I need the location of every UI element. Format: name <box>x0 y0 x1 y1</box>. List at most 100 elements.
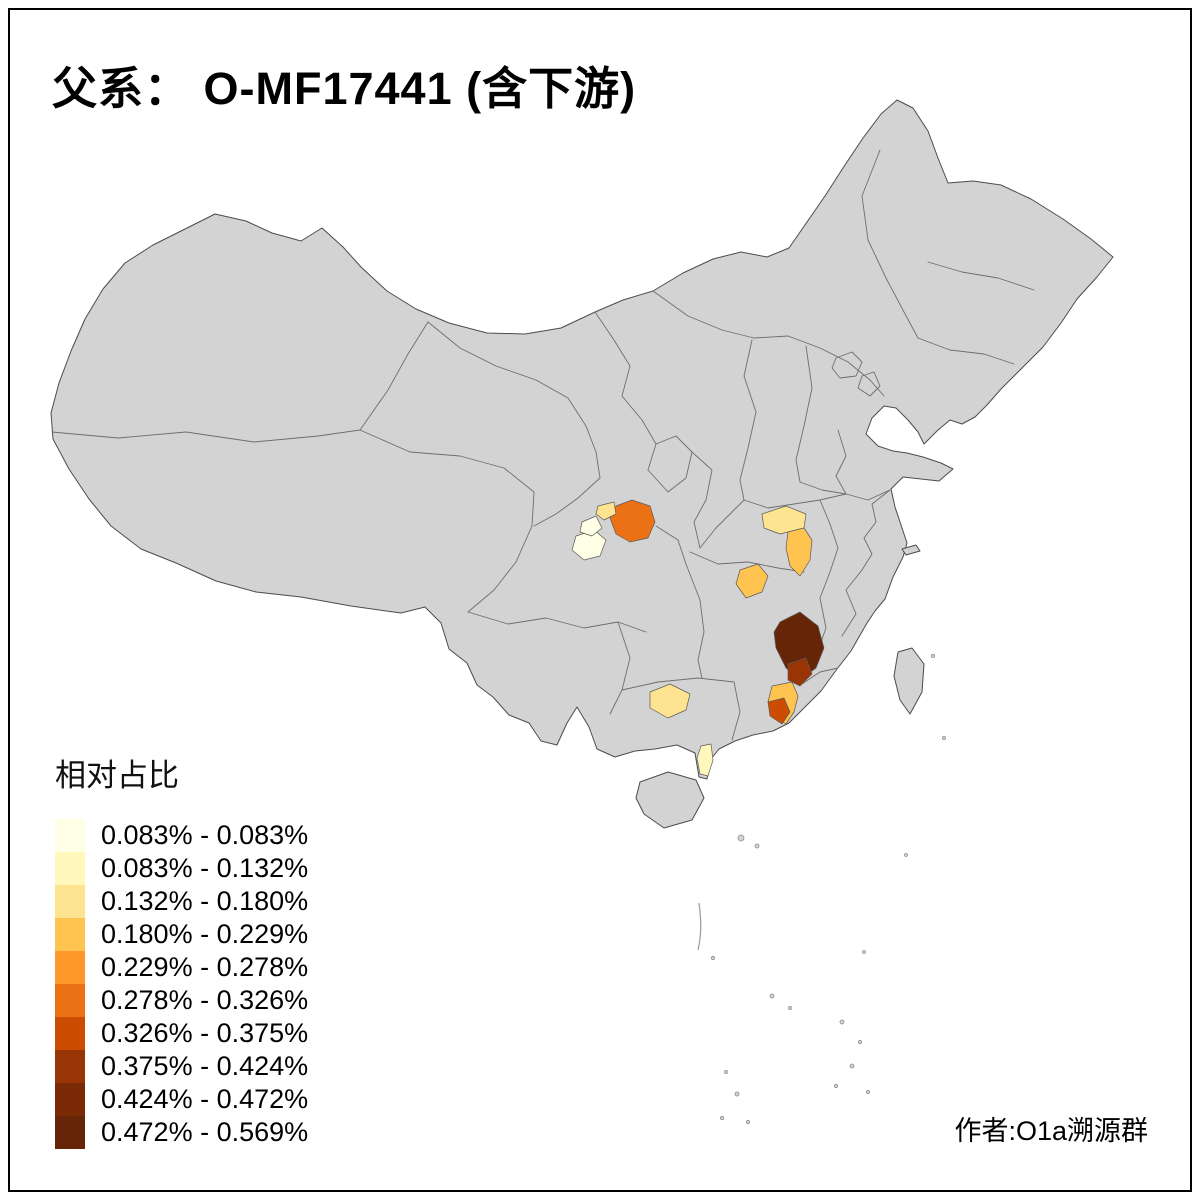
province-border-line <box>697 599 705 679</box>
province-border-line <box>609 621 631 715</box>
islet <box>710 955 716 961</box>
islet <box>862 950 866 954</box>
province-border-line <box>835 429 891 501</box>
legend-label: 0.083% - 0.083% <box>101 820 309 850</box>
islet <box>849 1063 855 1069</box>
legend-swatch <box>55 1083 85 1116</box>
province-border-line <box>621 677 735 691</box>
province-border-line <box>795 345 813 483</box>
province-border-line <box>647 435 693 493</box>
legend-swatch-color <box>55 1116 85 1149</box>
islet <box>724 1070 729 1075</box>
legend-row: 0.278% - 0.326% <box>55 984 308 1017</box>
legend-swatch <box>55 1050 85 1083</box>
legend-row: 0.424% - 0.472% <box>55 1083 308 1116</box>
taiwan-island-shape <box>893 647 925 715</box>
highlight-region <box>579 515 603 537</box>
province-border-line <box>359 321 429 431</box>
attribution-text: 作者:O1a溯源群 <box>954 1116 1148 1146</box>
legend-row: 0.375% - 0.424% <box>55 1050 308 1083</box>
highlight-region <box>735 563 769 599</box>
legend-swatch-color <box>55 819 85 852</box>
legend-label: 0.472% - 0.569% <box>101 1117 309 1147</box>
islet <box>746 1120 751 1125</box>
mainland-china-shape <box>50 99 1114 780</box>
province-border-line <box>691 451 713 549</box>
legend-swatch-color <box>55 1050 85 1083</box>
highlight-region <box>767 697 791 725</box>
legend-swatch <box>55 1116 85 1149</box>
legend-label: 0.132% - 0.180% <box>101 886 309 916</box>
province-border-line <box>743 493 847 509</box>
islet <box>734 1091 740 1097</box>
province-borders-group <box>51 149 1035 741</box>
mainland-group <box>50 99 1114 829</box>
legend: 相对占比 0.083% - 0.083% 0.083% - 0.132% 0.1… <box>55 750 308 1149</box>
highlight-region <box>595 501 617 521</box>
highlight-region <box>696 743 714 777</box>
legend-swatch-color <box>55 852 85 885</box>
hainan-island-shape <box>635 771 705 829</box>
highlight-region <box>785 527 813 577</box>
legend-row: 0.180% - 0.229% <box>55 918 308 951</box>
province-border-line <box>699 499 745 549</box>
legend-swatch-color <box>55 885 85 918</box>
legend-row: 0.326% - 0.375% <box>55 1017 308 1050</box>
legend-swatch <box>55 819 85 852</box>
legend-label: 0.229% - 0.278% <box>101 952 309 982</box>
legend-row: 0.472% - 0.569% <box>55 1116 308 1149</box>
province-border-line <box>652 290 885 397</box>
province-border-line <box>689 551 805 573</box>
legend-swatch <box>55 1017 85 1050</box>
legend-label: 0.326% - 0.375% <box>101 1018 309 1048</box>
map-title: 父系： O-MF17441 (含下游) <box>52 63 637 114</box>
islet <box>769 993 775 999</box>
highlight-region <box>609 499 656 543</box>
islet <box>737 834 745 842</box>
province-border-line <box>917 337 1015 365</box>
islet <box>839 1019 845 1025</box>
highlighted-regions-group <box>571 499 825 777</box>
province-border-line <box>801 667 839 685</box>
province-border-line <box>927 261 1035 291</box>
legend-swatch-color <box>55 951 85 984</box>
province-border-line <box>427 321 601 479</box>
legend-swatch <box>55 885 85 918</box>
province-border-line <box>359 429 535 613</box>
legend-row: 0.083% - 0.132% <box>55 852 308 885</box>
legend-swatch <box>55 984 85 1017</box>
legend-rows: 0.083% - 0.083% 0.083% - 0.132% 0.132% -… <box>55 819 308 1149</box>
islet <box>720 1116 725 1121</box>
islet <box>930 653 936 659</box>
province-border-line <box>467 611 647 633</box>
province-border-line <box>861 489 891 571</box>
province-border-line <box>819 499 839 599</box>
legend-swatch-color <box>55 918 85 951</box>
highlight-region <box>787 657 813 687</box>
islet <box>904 853 908 857</box>
legend-label: 0.375% - 0.424% <box>101 1051 309 1081</box>
sea-islands-group <box>697 653 947 1125</box>
islet <box>858 1040 863 1045</box>
province-border-line <box>739 339 757 501</box>
legend-row: 0.083% - 0.083% <box>55 819 308 852</box>
province-border-line <box>799 481 847 495</box>
islet <box>941 735 947 741</box>
islet <box>788 1006 793 1011</box>
legend-label: 0.180% - 0.229% <box>101 919 309 949</box>
legend-row: 0.229% - 0.278% <box>55 951 308 984</box>
province-border-line <box>857 371 881 397</box>
province-border-line <box>533 477 601 527</box>
legend-row: 0.132% - 0.180% <box>55 885 308 918</box>
province-border-line <box>731 681 741 741</box>
legend-label: 0.083% - 0.132% <box>101 853 309 883</box>
islet-chain <box>697 902 702 951</box>
legend-label: 0.278% - 0.326% <box>101 985 309 1015</box>
legend-swatch-color <box>55 1017 85 1050</box>
province-border-line <box>655 525 701 601</box>
legend-swatch <box>55 852 85 885</box>
islet <box>754 843 760 849</box>
highlight-region <box>649 683 691 719</box>
